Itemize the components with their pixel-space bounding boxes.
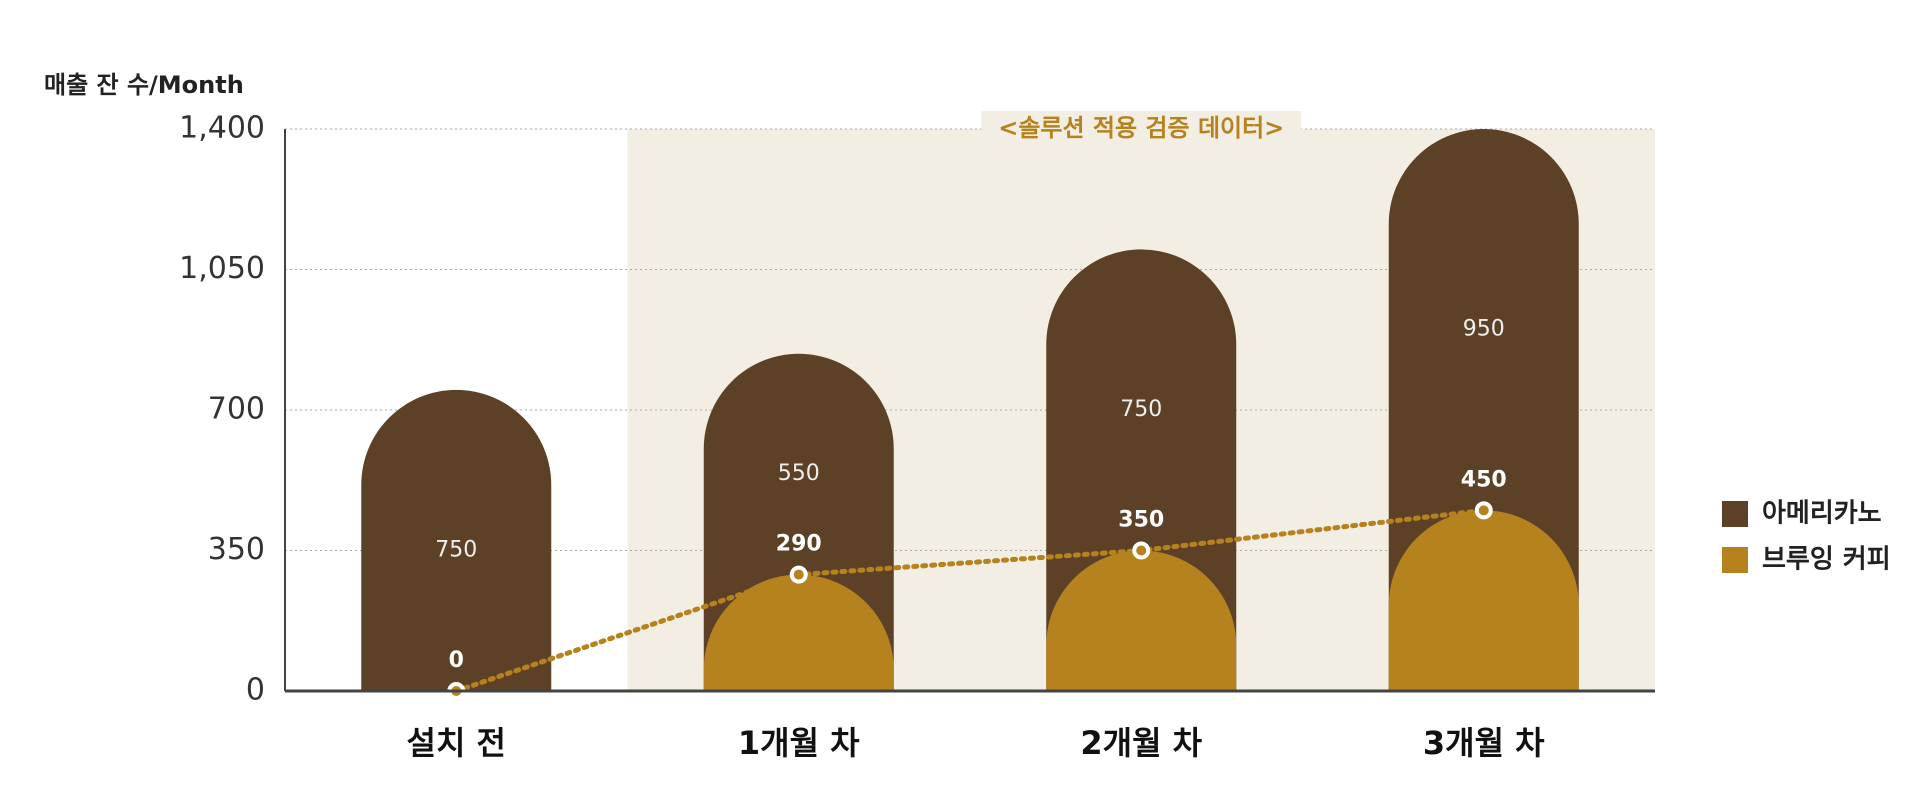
data-label: 550	[778, 461, 820, 486]
annotation: <솔루션 적용 검증 데이터>	[998, 114, 1284, 142]
legend-label: 브루잉 커피	[1762, 545, 1891, 575]
trend-line	[453, 507, 1487, 694]
data-label: 750	[1120, 397, 1162, 422]
y-tick-label: 1,400	[179, 111, 265, 146]
bar-segment	[1388, 510, 1579, 691]
y-tick-label: 350	[208, 532, 265, 567]
data-label: 750	[435, 537, 477, 562]
legend-swatch	[1722, 501, 1748, 527]
data-label: 290	[776, 532, 822, 557]
data-label: 450	[1461, 467, 1507, 492]
y-axis-title: 매출 잔 수/Month	[44, 71, 244, 99]
x-tick-label: 1개월 차	[738, 724, 860, 762]
legend-label: 아메리카노	[1762, 499, 1882, 529]
y-tick-label: 700	[208, 392, 265, 427]
x-tick-label: 2개월 차	[1080, 724, 1202, 762]
data-label: 950	[1463, 317, 1505, 342]
line-point	[1474, 501, 1493, 520]
data-label: 350	[1118, 508, 1164, 533]
data-label: 0	[449, 648, 464, 673]
y-tick-label: 1,050	[179, 251, 265, 286]
bar-segment	[1046, 550, 1237, 691]
annotation-bg	[981, 111, 1302, 143]
x-tick-label: 3개월 차	[1423, 724, 1545, 762]
bar-segment	[361, 389, 552, 691]
y-tick-label: 0	[246, 673, 265, 708]
line-point	[1132, 541, 1151, 560]
legend-swatch	[1722, 547, 1748, 573]
bar-segment	[703, 574, 894, 691]
line-point	[789, 565, 808, 584]
x-tick-label: 설치 전	[407, 724, 506, 762]
